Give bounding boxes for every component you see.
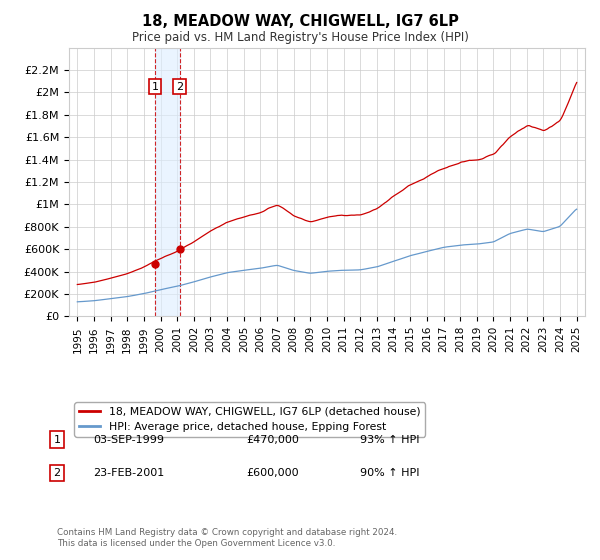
Text: 90% ↑ HPI: 90% ↑ HPI [360, 468, 419, 478]
Text: 93% ↑ HPI: 93% ↑ HPI [360, 435, 419, 445]
Text: 2: 2 [53, 468, 61, 478]
Bar [155, 48, 179, 316]
Text: 18, MEADOW WAY, CHIGWELL, IG7 6LP: 18, MEADOW WAY, CHIGWELL, IG7 6LP [142, 14, 458, 29]
Text: £470,000: £470,000 [246, 435, 299, 445]
Legend: 18, MEADOW WAY, CHIGWELL, IG7 6LP (detached house), HPI: Average price, detached: 18, MEADOW WAY, CHIGWELL, IG7 6LP (detac… [74, 403, 425, 437]
Text: 2: 2 [176, 82, 183, 92]
Text: 1: 1 [152, 82, 158, 92]
Text: 03-SEP-1999: 03-SEP-1999 [93, 435, 164, 445]
Text: 1: 1 [53, 435, 61, 445]
Text: Contains HM Land Registry data © Crown copyright and database right 2024.
This d: Contains HM Land Registry data © Crown c… [57, 528, 397, 548]
Text: Price paid vs. HM Land Registry's House Price Index (HPI): Price paid vs. HM Land Registry's House … [131, 31, 469, 44]
Text: £600,000: £600,000 [246, 468, 299, 478]
Text: 23-FEB-2001: 23-FEB-2001 [93, 468, 164, 478]
